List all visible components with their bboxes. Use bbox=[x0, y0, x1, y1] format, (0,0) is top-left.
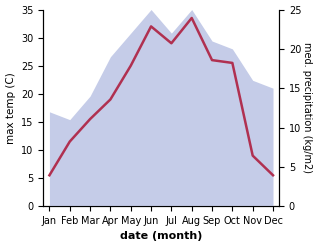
Y-axis label: med. precipitation (kg/m2): med. precipitation (kg/m2) bbox=[302, 42, 313, 173]
Y-axis label: max temp (C): max temp (C) bbox=[5, 72, 16, 144]
X-axis label: date (month): date (month) bbox=[120, 231, 203, 242]
